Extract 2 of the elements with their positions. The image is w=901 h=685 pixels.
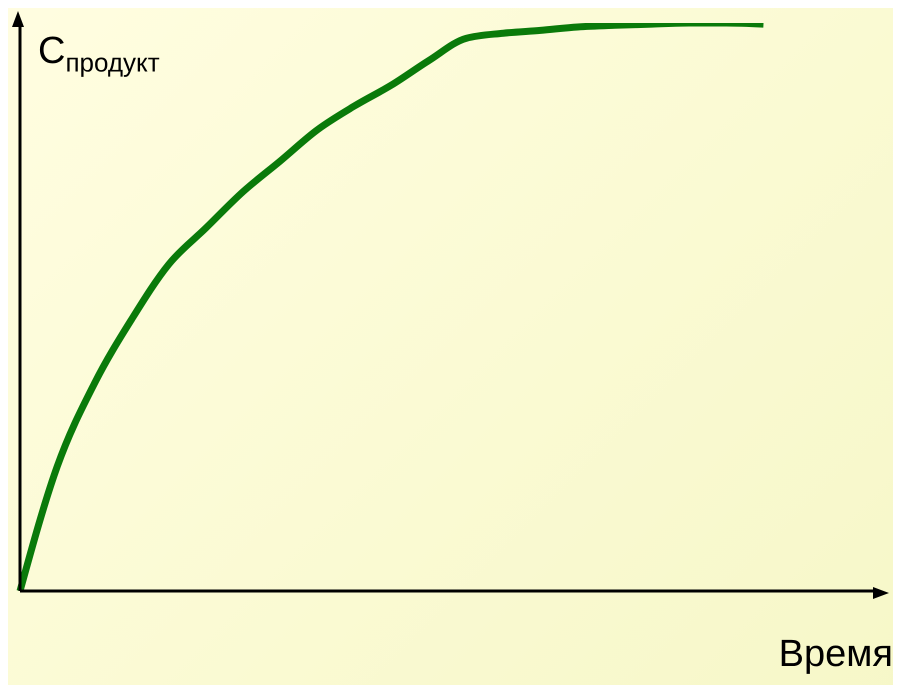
- x-axis-title: Время: [778, 633, 893, 676]
- y-axis-title: C$_{продукт}$: [38, 30, 160, 78]
